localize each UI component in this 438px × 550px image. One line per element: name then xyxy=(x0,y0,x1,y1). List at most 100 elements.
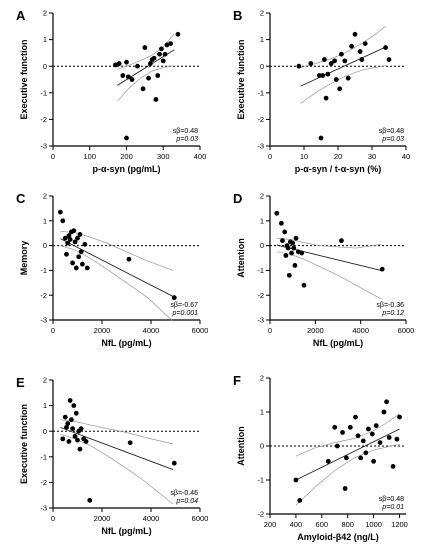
data-point xyxy=(299,250,305,256)
data-point xyxy=(332,58,337,64)
y-axis-title: Executive function xyxy=(236,39,246,119)
y-tick-label: -1 xyxy=(257,88,264,97)
y-tick-label: 0 xyxy=(43,62,47,71)
y-tick-label: 2 xyxy=(43,9,47,18)
y-tick-label: 0 xyxy=(43,427,47,436)
x-axis-title: Amyloid-β42 (ng/L) xyxy=(297,532,379,542)
data-point xyxy=(157,51,162,57)
data-point xyxy=(77,446,83,452)
data-point xyxy=(62,235,68,241)
data-point xyxy=(160,58,166,64)
x-tick-label: 6000 xyxy=(192,326,209,335)
x-tick-label: 400 xyxy=(194,152,207,161)
y-tick-label: 0 xyxy=(43,241,47,250)
data-point xyxy=(377,440,383,445)
x-axis-title: p-α-syn / t-α-syn (%) xyxy=(295,164,382,174)
p-value-annotation: p=0.03 xyxy=(175,136,198,143)
data-point xyxy=(386,57,392,62)
x-tick-label: 800 xyxy=(341,520,354,529)
data-point xyxy=(320,73,326,78)
chart-panel-b: B 0 10 20 30 40 -3 -2 -1 0 1 2 p-α-syn / t-α-syn (%)… xyxy=(233,8,410,174)
x-tick-label: 0 xyxy=(268,326,272,335)
data-point xyxy=(390,464,396,469)
y-axis-title: Executive function xyxy=(19,39,29,119)
x-axis-title: NfL (pg/mL) xyxy=(101,526,151,536)
data-point xyxy=(381,409,387,415)
data-point xyxy=(171,460,177,466)
data-point xyxy=(153,97,159,102)
data-point xyxy=(353,414,358,420)
data-point xyxy=(164,42,170,48)
y-tick-label: 2 xyxy=(43,376,47,385)
panel-label: E xyxy=(16,375,25,390)
p-value-annotation: p=0.03 xyxy=(381,136,404,143)
data-point xyxy=(77,232,83,237)
data-point xyxy=(78,426,84,432)
data-point xyxy=(67,237,73,242)
beta-annotation: sβ=0.48 xyxy=(173,128,198,135)
data-point xyxy=(373,423,379,428)
data-point xyxy=(293,477,299,483)
data-point xyxy=(84,265,90,271)
x-tick-label: 2000 xyxy=(94,514,111,523)
x-tick-label: 1000 xyxy=(365,520,382,529)
y-tick-label: -2 xyxy=(257,115,264,124)
data-point xyxy=(325,71,331,77)
data-point xyxy=(60,436,66,442)
data-point xyxy=(291,245,297,251)
data-point xyxy=(155,73,161,78)
chart-panel-a: A 0 100 200 300 400 -3 -2 -1 0 1 2 p-α-syn (pg/mL) Ex… xyxy=(16,8,206,174)
y-tick-label: -1 xyxy=(40,452,47,461)
data-point xyxy=(87,497,93,503)
y-tick-label: 2 xyxy=(260,9,264,18)
chart-panel-e: E 0 2000 4000 6000 -3 -2 -1 0 1 2 NfL (pg/mL) Execut… xyxy=(16,375,208,536)
data-point xyxy=(129,77,135,82)
data-point xyxy=(65,421,71,426)
regression-line xyxy=(60,238,174,297)
data-point xyxy=(66,439,72,444)
data-point xyxy=(316,73,322,78)
data-point xyxy=(332,424,338,430)
x-tick-label: 1200 xyxy=(391,520,408,529)
p-value-annotation: p=0.04 xyxy=(175,498,198,505)
data-point xyxy=(296,63,302,69)
data-point xyxy=(337,86,343,92)
regression-line xyxy=(295,428,400,481)
data-point xyxy=(82,241,88,247)
data-point xyxy=(64,251,69,257)
data-point xyxy=(342,486,348,491)
x-tick-label: 6000 xyxy=(192,514,209,523)
y-tick-label: 1 xyxy=(260,216,264,225)
data-point xyxy=(297,498,303,503)
y-tick-label: 1 xyxy=(43,216,47,225)
y-tick-label: -3 xyxy=(40,142,47,151)
y-tick-label: 1 xyxy=(43,401,47,410)
data-point xyxy=(60,218,66,224)
data-point xyxy=(386,435,392,440)
y-tick-label: 2 xyxy=(260,374,264,383)
p-value-annotation: p=0.01 xyxy=(381,504,404,511)
data-point xyxy=(151,55,157,61)
ci-lower-band xyxy=(276,251,382,300)
y-axis-title: Attention xyxy=(236,238,246,278)
data-point xyxy=(290,240,296,246)
data-point xyxy=(71,403,77,408)
data-point xyxy=(322,57,327,62)
y-tick-label: 2 xyxy=(260,192,264,201)
data-point xyxy=(292,263,298,268)
x-tick-label: 600 xyxy=(316,520,329,529)
data-point xyxy=(72,433,78,439)
data-point xyxy=(359,57,365,62)
data-point xyxy=(113,62,118,68)
data-point xyxy=(384,399,389,405)
data-point xyxy=(340,430,345,435)
y-tick-label: -3 xyxy=(40,316,47,325)
data-point xyxy=(116,61,122,66)
panel-label: B xyxy=(233,8,242,23)
data-point xyxy=(366,426,371,432)
data-point xyxy=(120,73,126,78)
data-point xyxy=(362,41,368,46)
y-tick-label: -3 xyxy=(257,142,264,151)
data-point xyxy=(168,41,174,46)
